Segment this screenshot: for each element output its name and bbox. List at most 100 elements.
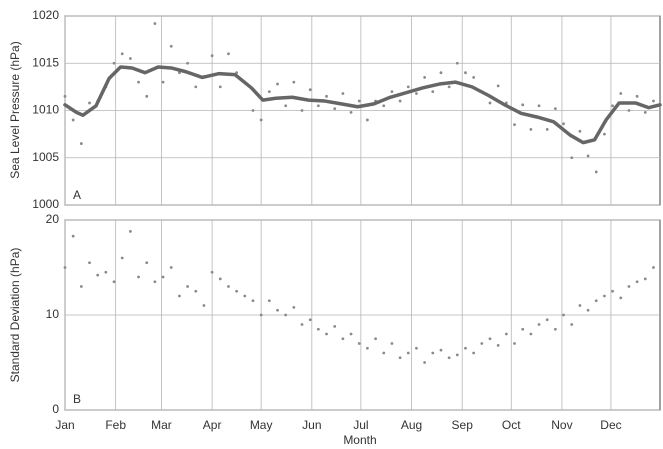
- data-point: [415, 346, 418, 350]
- data-point: [406, 351, 410, 355]
- data-point: [578, 129, 582, 133]
- data-point: [210, 270, 214, 274]
- y-tick-label: 10: [46, 307, 60, 321]
- data-point: [529, 127, 533, 131]
- data-point: [210, 54, 214, 58]
- data-point: [611, 104, 614, 108]
- data-point: [562, 313, 565, 317]
- data-point: [178, 294, 181, 298]
- y-tick-label: 1015: [32, 55, 59, 69]
- data-point: [496, 344, 500, 347]
- data-point: [153, 22, 157, 25]
- data-point: [537, 104, 541, 108]
- x-tick-label: May: [250, 418, 273, 432]
- data-point: [627, 285, 631, 288]
- x-tick-label: Nov: [551, 418, 572, 432]
- data-point: [145, 94, 149, 98]
- data-point: [308, 88, 312, 92]
- data-point: [488, 101, 492, 105]
- data-point: [341, 337, 345, 341]
- data-point: [652, 99, 655, 103]
- data-point: [464, 71, 467, 75]
- data-point: [423, 76, 427, 79]
- data-point: [611, 289, 614, 293]
- data-point: [349, 332, 353, 336]
- data-point: [447, 85, 451, 89]
- data-point: [218, 85, 222, 89]
- data-point: [300, 323, 304, 326]
- data-point: [357, 342, 361, 345]
- data-point: [545, 318, 549, 322]
- data-point: [235, 289, 239, 293]
- data-point: [63, 94, 67, 98]
- data-point: [513, 123, 516, 127]
- y-tick-label: 1000: [32, 197, 59, 211]
- data-point: [652, 266, 655, 269]
- data-point: [128, 57, 132, 60]
- smooth-line: [63, 65, 662, 145]
- x-tick-label: Oct: [502, 418, 521, 432]
- data-point: [71, 118, 75, 122]
- data-point: [276, 82, 279, 86]
- data-point: [398, 356, 402, 360]
- data-point: [553, 107, 557, 111]
- data-point: [137, 275, 140, 279]
- data-point: [578, 304, 582, 307]
- data-point: [439, 71, 443, 75]
- x-tick-label: Feb: [105, 418, 126, 432]
- data-point: [635, 94, 639, 98]
- data-point: [357, 99, 361, 103]
- data-point: [504, 332, 508, 336]
- data-point: [276, 308, 279, 312]
- data-point: [619, 92, 623, 95]
- x-tick-label: Mar: [151, 418, 172, 432]
- data-point: [545, 127, 549, 131]
- data-point: [537, 323, 541, 326]
- data-point: [627, 109, 631, 112]
- data-point: [292, 80, 296, 84]
- data-point: [186, 61, 189, 65]
- data-point: [382, 351, 386, 355]
- x-tick-label: Jul: [353, 418, 368, 432]
- data-point: [398, 99, 402, 103]
- data-point: [243, 294, 247, 298]
- data-point: [325, 332, 328, 336]
- data-point: [594, 170, 598, 174]
- data-point: [300, 109, 304, 112]
- y-tick-label: 0: [52, 402, 59, 416]
- data-point: [603, 294, 606, 298]
- data-point: [316, 104, 320, 108]
- data-point: [63, 266, 67, 269]
- data-point: [267, 90, 271, 93]
- data-point: [194, 85, 198, 89]
- data-point: [104, 270, 108, 274]
- x-tick-label: Apr: [203, 418, 222, 432]
- data-point: [259, 118, 263, 122]
- data-point: [480, 342, 484, 345]
- data-point: [145, 261, 149, 265]
- panel-label: A: [73, 188, 81, 202]
- data-point: [570, 156, 574, 160]
- data-point: [267, 299, 271, 303]
- data-point: [120, 52, 124, 56]
- data-point: [88, 101, 91, 105]
- panel-label: B: [73, 392, 81, 406]
- data-point: [112, 61, 116, 65]
- data-point: [562, 122, 565, 126]
- data-point: [153, 280, 157, 284]
- data-point: [455, 353, 459, 357]
- data-point: [594, 299, 598, 303]
- y-axis-label: Sea Level Pressure (hPa): [8, 41, 22, 178]
- data-point: [112, 280, 116, 284]
- data-point: [553, 327, 557, 331]
- data-point: [227, 52, 230, 56]
- x-tick-label: Aug: [401, 418, 422, 432]
- data-point: [619, 296, 623, 300]
- data-point: [635, 280, 639, 284]
- data-point: [202, 304, 206, 307]
- data-point: [325, 94, 328, 98]
- data-point: [194, 289, 198, 293]
- data-point: [227, 285, 230, 288]
- x-tick-label: Jun: [302, 418, 321, 432]
